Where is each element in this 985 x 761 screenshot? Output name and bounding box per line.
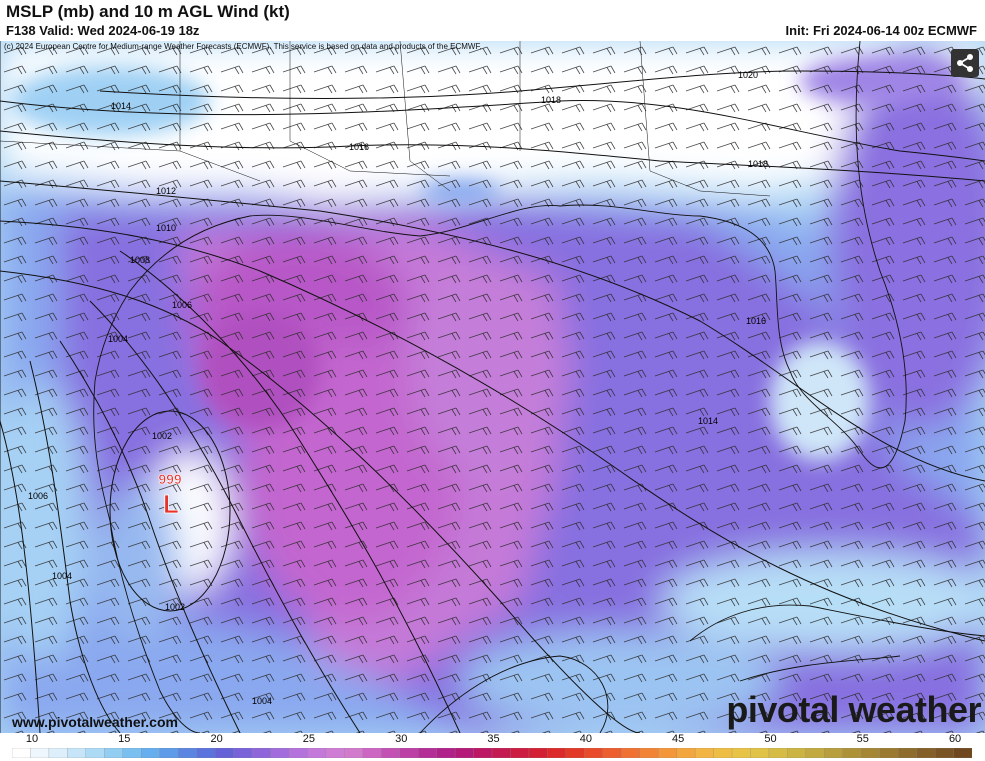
isobar-label-1014b: 1014	[698, 416, 718, 426]
colorbar-swatch	[85, 748, 105, 758]
header: MSLP (mb) and 10 m AGL Wind (kt) F138 Va…	[0, 0, 985, 41]
colorbar-swatch	[473, 748, 493, 758]
isobar-label-1008: 1008	[130, 255, 150, 265]
colorbar-swatch	[344, 748, 364, 758]
init-time: Init: Fri 2024-06-14 00z ECMWF	[785, 23, 977, 38]
brand-logo: pivotal weather	[726, 689, 981, 730]
low-pressure-value: 999	[158, 471, 182, 487]
isobar-label-1006: 1006	[172, 300, 192, 310]
colorbar-swatch	[768, 748, 789, 758]
colorbar-swatch	[307, 748, 327, 758]
colorbar-swatch	[787, 748, 807, 758]
colorbar-swatch	[842, 748, 862, 758]
colorbar-swatch	[584, 748, 604, 758]
colorbar-label: 60	[948, 733, 962, 745]
colorbar-swatch	[879, 748, 899, 758]
colorbar-swatch	[916, 748, 936, 758]
colorbar-swatch	[639, 748, 659, 758]
colorbar-swatch	[694, 748, 715, 758]
valid-time: F138 Valid: Wed 2024-06-19 18z	[6, 23, 200, 38]
low-pressure-symbol: L	[163, 489, 179, 519]
colorbar-swatch	[602, 748, 622, 758]
isobar-label-1004c: 1004	[252, 696, 272, 706]
colorbar-swatch	[436, 748, 456, 758]
colorbar-swatch	[898, 748, 918, 758]
colorbar-swatch	[399, 748, 419, 758]
isobar-label-1020: 1020	[738, 70, 758, 80]
colorbar-swatch	[565, 748, 585, 758]
colorbar-swatch	[48, 748, 69, 758]
colorbar-label: 40	[579, 733, 592, 745]
colorbar-swatch	[67, 748, 87, 758]
colorbar-swatch	[12, 748, 32, 758]
weather-map[interactable]: 1020 1018 1016 1014 1012 1010 1008 1006 …	[0, 41, 985, 733]
colorbar-swatch	[934, 748, 955, 758]
colorbar-swatch	[214, 748, 235, 758]
colorbar-swatch	[381, 748, 401, 758]
colorbar-swatch	[417, 748, 438, 758]
colorbar-label: 50	[764, 733, 777, 745]
colorbar-swatch	[159, 748, 179, 758]
isobar-label-1016b: 1016	[746, 316, 766, 326]
colorbar-swatch	[491, 748, 512, 758]
isobar-label-1018b: 1018	[748, 159, 768, 169]
colorbar-swatch	[621, 748, 641, 758]
colorbar-swatch	[177, 748, 198, 758]
colorbar-swatch	[196, 748, 216, 758]
colorbar-swatch	[362, 748, 382, 758]
colorbar-swatch	[233, 748, 253, 758]
low-pressure-center: 999 L	[158, 471, 182, 520]
colorbar-label: 20	[210, 733, 223, 745]
isobar-label-1010: 1010	[156, 223, 176, 233]
colorbar-labels: 10 15 20 25 30 35 40 45 50 55 60	[0, 733, 985, 747]
colorbar-label: 35	[487, 733, 500, 745]
colorbar-swatch	[547, 748, 567, 758]
isobar-label-1002: 1002	[152, 431, 172, 441]
colorbar-swatch	[805, 748, 825, 758]
share-icon	[957, 54, 973, 72]
colorbar-swatch	[528, 748, 549, 758]
colorbar-label: 45	[672, 733, 685, 745]
colorbar-swatch	[104, 748, 124, 758]
website-url: www.pivotalweather.com	[12, 714, 178, 730]
colorbar-label: 25	[302, 733, 316, 745]
colorbar-swatch	[325, 748, 345, 758]
colorbar-swatch	[270, 748, 290, 758]
isobar-label-1004b: 1004	[52, 571, 72, 581]
colorbar-swatch	[713, 748, 733, 758]
colorbar-swatch	[953, 748, 972, 758]
colorbar-label: 55	[856, 733, 869, 745]
colorbar	[12, 748, 972, 758]
colorbar-swatch	[731, 748, 752, 758]
colorbar-swatch	[454, 748, 475, 758]
colorbar-swatch	[824, 748, 844, 758]
colorbar-swatch	[510, 748, 530, 758]
colorbar-swatch	[658, 748, 678, 758]
map-title: MSLP (mb) and 10 m AGL Wind (kt)	[6, 2, 290, 21]
share-button[interactable]	[951, 49, 979, 77]
isobar-label-1002b: 1002	[165, 602, 185, 612]
isobar-label-1014: 1014	[111, 101, 131, 111]
colorbar-swatch	[288, 748, 309, 758]
isobar-label-1018: 1018	[541, 95, 561, 105]
isobar-label-1004: 1004	[108, 334, 128, 344]
colorbar-label: 15	[118, 733, 131, 745]
isobar-label-1012: 1012	[156, 186, 176, 196]
colorbar-swatch	[251, 748, 272, 758]
colorbar-label: 10	[25, 733, 39, 745]
colorbar-label: 30	[395, 733, 408, 745]
colorbar-swatch	[122, 748, 142, 758]
copyright-notice: (c) 2024 European Centre for Medium-rang…	[4, 42, 482, 51]
colorbar-swatch	[30, 748, 50, 758]
colorbar-swatch	[141, 748, 161, 758]
isobar-label-1016: 1016	[349, 142, 369, 152]
colorbar-swatch	[676, 748, 696, 758]
colorbar-swatch	[861, 748, 881, 758]
colorbar-swatch	[750, 748, 770, 758]
isobar-label-1006b: 1006	[28, 491, 48, 501]
